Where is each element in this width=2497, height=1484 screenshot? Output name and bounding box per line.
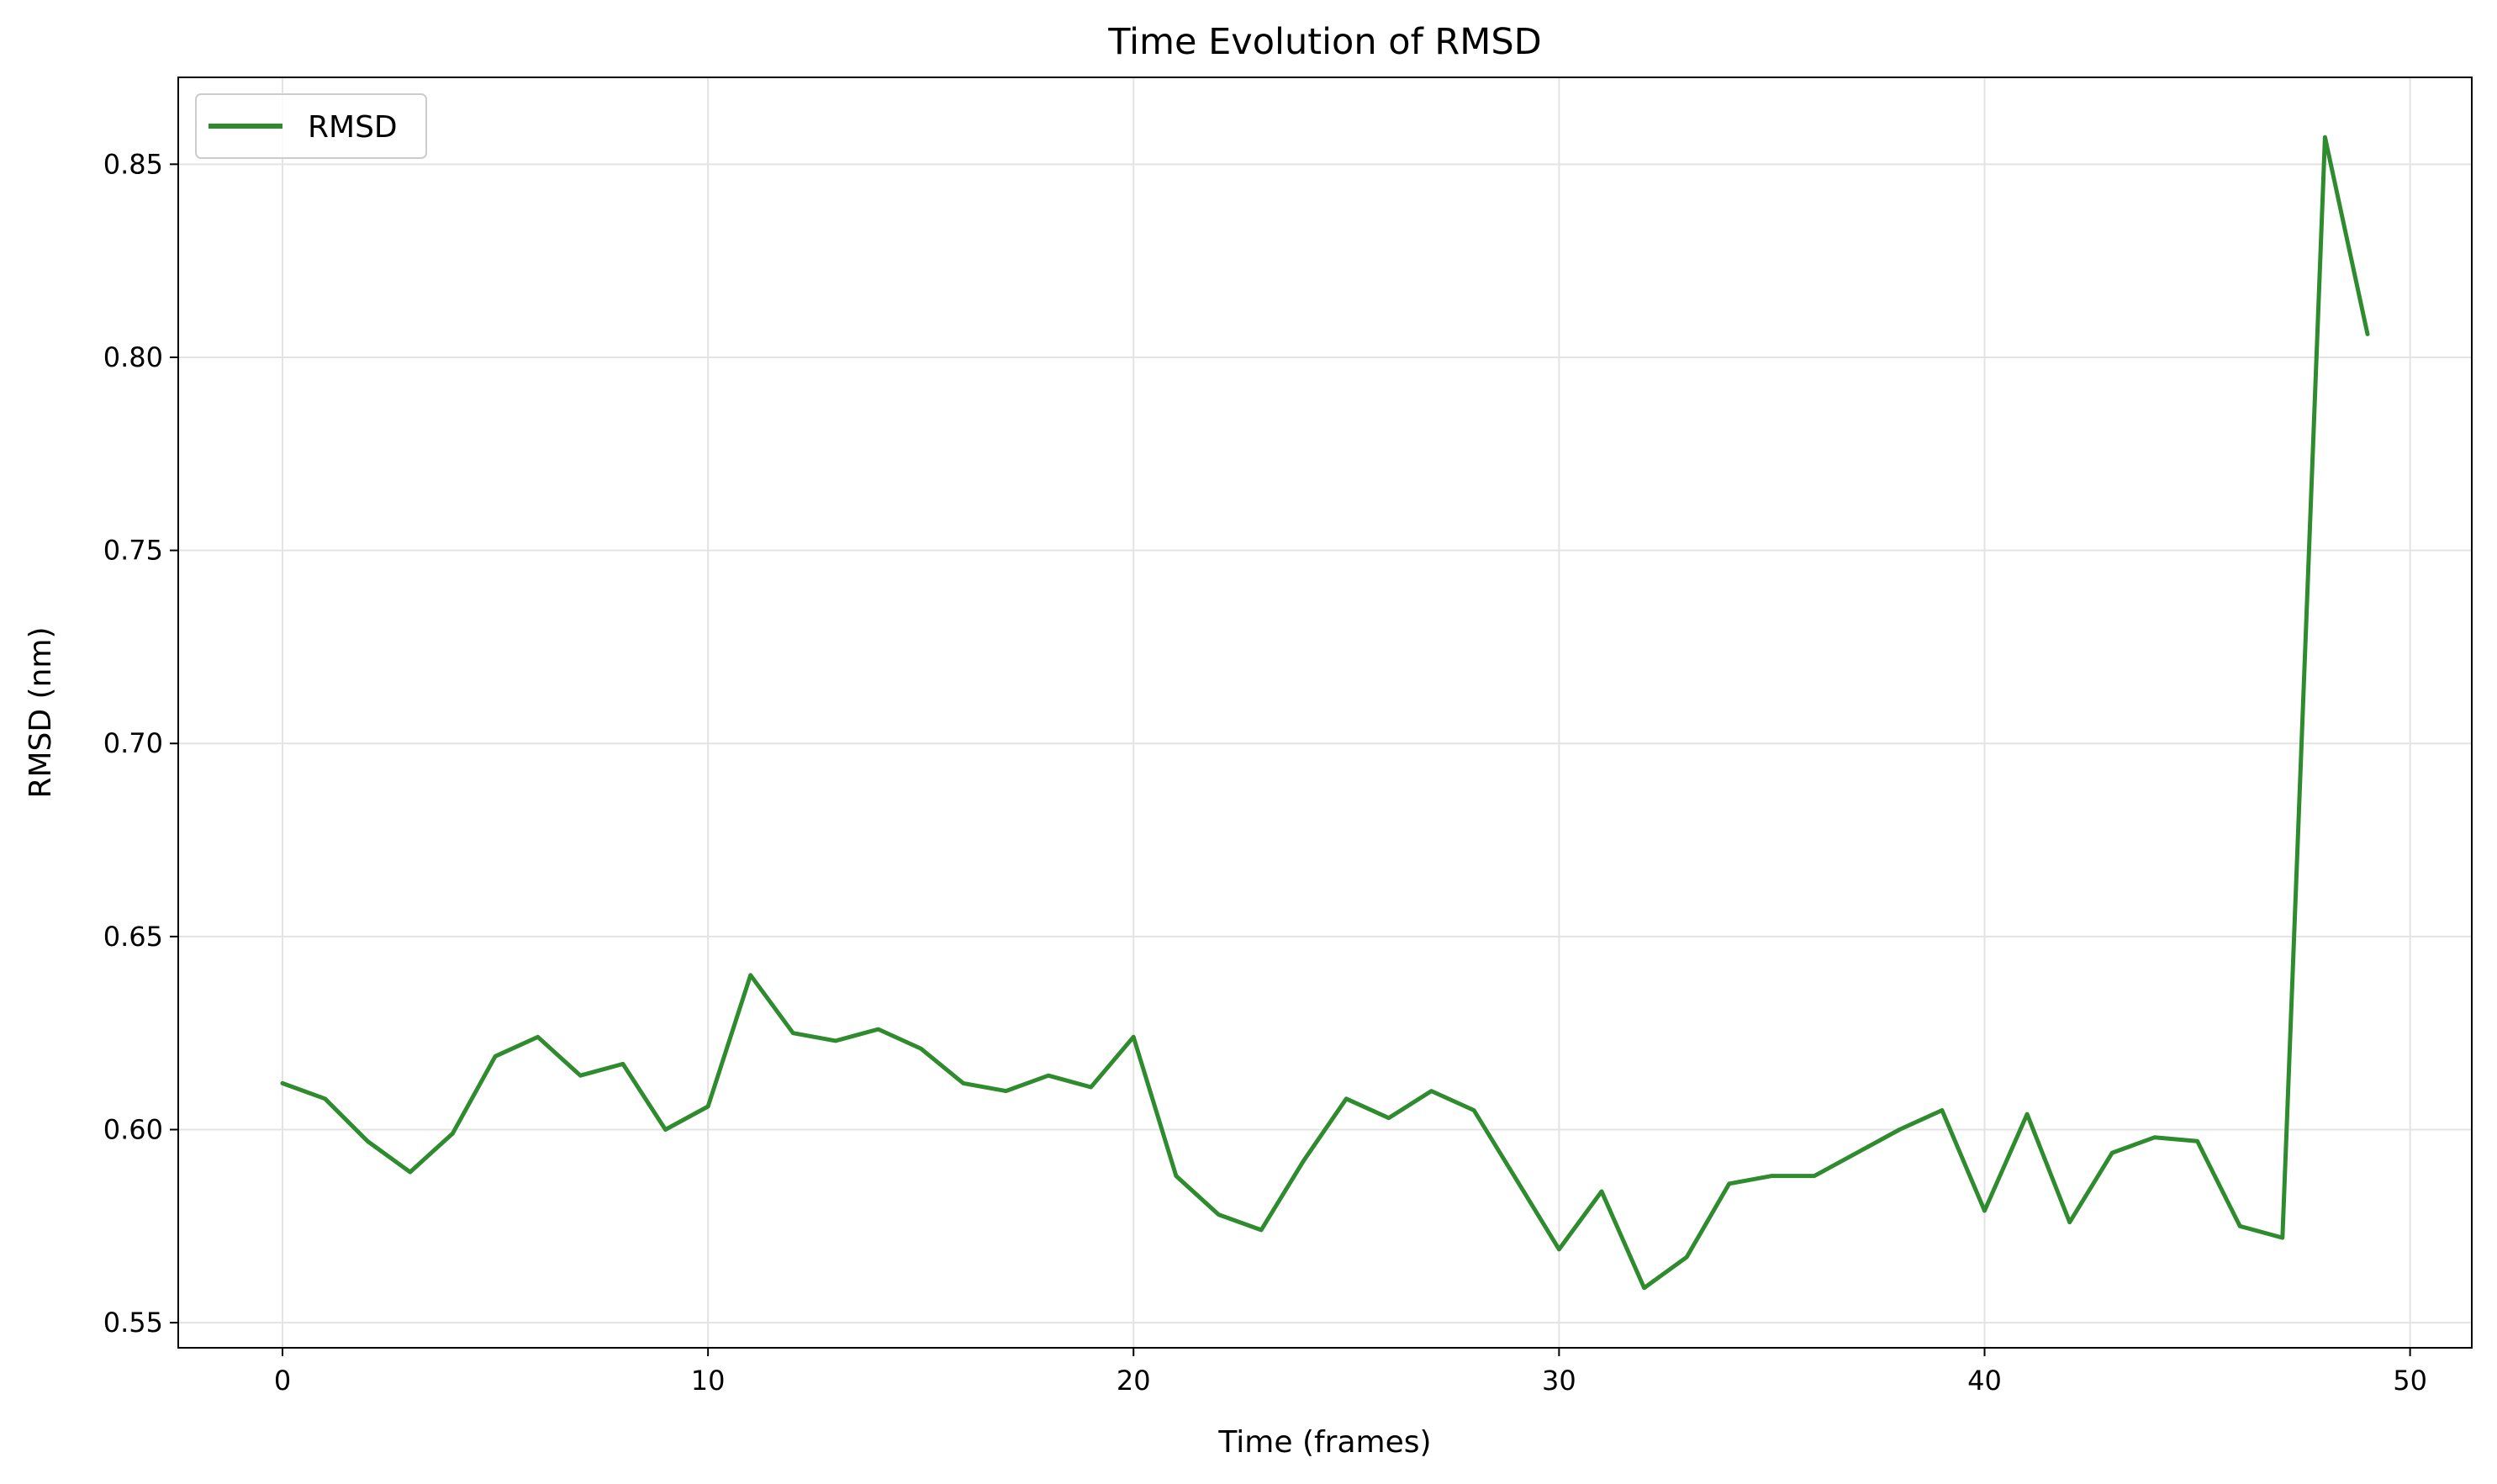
data-point — [1216, 1212, 1221, 1217]
data-point — [1174, 1174, 1179, 1179]
data-point — [365, 1138, 370, 1143]
data-point — [1684, 1254, 1689, 1260]
y-tick-label: 0.60 — [103, 1114, 163, 1146]
data-point — [1769, 1174, 1774, 1179]
plot-frame — [177, 77, 2473, 1349]
data-point — [2365, 331, 2370, 336]
y-tick-label: 0.80 — [103, 341, 163, 373]
y-axis-label: RMSD (nm) — [24, 626, 58, 798]
series-line-rmsd — [280, 135, 2370, 1291]
x-axis-label: Time (frames) — [1217, 1425, 1431, 1460]
data-point — [1855, 1150, 1860, 1155]
data-point — [323, 1096, 328, 1101]
data-point — [2322, 135, 2327, 140]
data-point — [961, 1080, 966, 1085]
data-point — [1982, 1208, 1987, 1213]
legend: RMSD — [195, 93, 427, 159]
data-point — [663, 1128, 668, 1133]
y-tick-label: 0.70 — [103, 727, 163, 759]
x-tick-label: 40 — [1967, 1365, 2002, 1397]
data-point — [2280, 1235, 2285, 1240]
data-point — [1471, 1108, 1476, 1113]
y-tick-label: 0.55 — [103, 1307, 163, 1339]
data-point — [2109, 1150, 2114, 1155]
data-point — [1642, 1286, 1647, 1291]
data-point — [1344, 1096, 1349, 1101]
axis-ticks: 0 10 20 30 40 50 0.55 0.60 0.65 0.70 0.75 0.80 0.85 — [103, 148, 2427, 1397]
data-point — [408, 1170, 413, 1175]
x-tick-label: 20 — [1117, 1365, 1151, 1397]
data-point — [493, 1054, 498, 1059]
data-point — [450, 1131, 455, 1136]
data-point — [1301, 1158, 1307, 1163]
data-point — [1940, 1108, 1945, 1113]
data-point — [1514, 1177, 1519, 1182]
data-point — [2237, 1223, 2242, 1228]
y-tick-label: 0.85 — [103, 148, 163, 180]
data-point — [1727, 1181, 1732, 1186]
x-tick-label: 30 — [1542, 1365, 1576, 1397]
data-point — [620, 1061, 626, 1066]
y-tick-label: 0.65 — [103, 921, 163, 953]
legend-label-rmsd: RMSD — [308, 110, 398, 145]
data-point — [1089, 1085, 1094, 1090]
data-point — [1556, 1247, 1561, 1252]
data-point — [918, 1046, 923, 1051]
data-point — [705, 1104, 710, 1109]
chart-title: Time Evolution of RMSD — [1107, 21, 1542, 63]
data-point — [1812, 1174, 1817, 1179]
data-point — [536, 1034, 541, 1039]
x-tick-label: 10 — [691, 1365, 726, 1397]
y-tick-label: 0.75 — [103, 535, 163, 567]
legend-box — [195, 93, 427, 159]
series-layer — [280, 135, 2370, 1291]
data-point — [790, 1031, 795, 1036]
data-point — [2067, 1220, 2072, 1225]
data-point — [280, 1080, 285, 1085]
data-point — [833, 1038, 838, 1043]
data-point — [1046, 1073, 1051, 1078]
data-point — [1386, 1116, 1391, 1121]
x-tick-label: 50 — [2393, 1365, 2427, 1397]
x-tick-label: 0 — [274, 1365, 291, 1397]
data-point — [1003, 1089, 1008, 1094]
data-point — [2025, 1112, 2030, 1117]
data-point — [1897, 1128, 1902, 1133]
data-point — [1259, 1228, 1264, 1233]
data-point — [1599, 1189, 1604, 1194]
grid — [178, 77, 2472, 1348]
data-point — [876, 1027, 881, 1032]
data-point — [578, 1073, 583, 1078]
data-point — [1131, 1034, 1136, 1039]
data-point — [748, 973, 753, 978]
data-point — [2152, 1135, 2157, 1140]
data-point — [2195, 1138, 2200, 1143]
data-point — [1429, 1089, 1434, 1094]
